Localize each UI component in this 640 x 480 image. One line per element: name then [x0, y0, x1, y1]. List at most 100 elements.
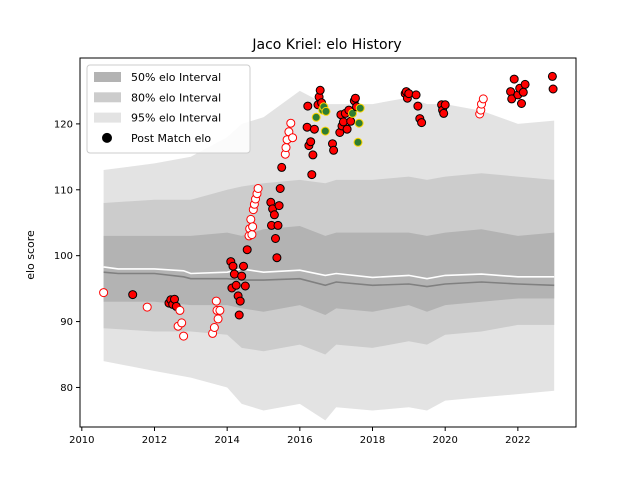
post-match-elo-point: [281, 143, 291, 153]
y-tick-label: 110: [54, 185, 73, 196]
post-match-elo-point: [215, 305, 225, 315]
post-match-elo-point: [237, 271, 247, 281]
post-match-elo-point: [246, 214, 256, 224]
post-match-elo-point: [177, 318, 187, 328]
post-match-elo-point: [128, 290, 138, 300]
x-tick-label: 2012: [142, 435, 167, 446]
y-axis-label: elo score: [24, 230, 37, 280]
x-tick-label: 2014: [214, 435, 239, 446]
post-match-elo-point: [315, 85, 325, 95]
post-match-elo-point: [302, 122, 312, 132]
median-elo-line: [103, 271, 555, 288]
post-match-elo-point: [275, 184, 285, 193]
x-tick-label: 2010: [69, 435, 94, 446]
post-match-elo-point: [507, 94, 517, 104]
post-match-elo-point: [329, 145, 339, 155]
post-match-elo-point: [342, 124, 352, 134]
post-match-elo-point: [277, 162, 287, 172]
post-match-elo-point: [547, 71, 557, 81]
post-match-elo-point: [211, 296, 221, 306]
post-match-elo-point: [478, 94, 488, 104]
post-match-elo-point: [213, 314, 223, 324]
legend-entry-label: 50% elo Interval: [131, 71, 221, 84]
post-match-elo-point: [348, 108, 357, 118]
post-match-elo-point: [239, 261, 248, 271]
legend-entry-label: Post Match elo: [131, 132, 211, 145]
post-match-elo-point: [235, 296, 245, 306]
legend-entry-label: 80% elo Interval: [131, 91, 221, 104]
x-tick-label: 2016: [287, 435, 312, 446]
legend-swatch: [94, 92, 121, 103]
post-match-elo-point: [303, 101, 313, 111]
post-match-elo-point: [170, 294, 179, 304]
post-match-elo-point: [242, 245, 252, 255]
post-match-elo-point: [231, 280, 241, 290]
axes-frame: [79, 57, 577, 428]
y-tick-label: 90: [60, 317, 73, 328]
post-match-elo-point: [548, 84, 558, 94]
post-match-elo-point: [439, 108, 449, 118]
legend-box: [86, 64, 251, 154]
post-match-elo-point: [413, 101, 423, 111]
post-match-elo-point: [440, 100, 450, 110]
post-match-elo-point: [509, 74, 519, 84]
plot-area: [99, 71, 558, 421]
post-match-elo-point: [520, 79, 530, 89]
post-match-elo-point: [288, 133, 298, 143]
post-match-elo-point: [506, 87, 516, 97]
post-match-elo-point: [175, 305, 185, 315]
post-match-elo-point: [355, 103, 365, 113]
mean-elo-line: [103, 266, 555, 280]
post-match-elo-point: [269, 210, 279, 220]
post-match-elo-point: [306, 137, 316, 147]
post-match-elo-point: [179, 331, 189, 341]
y-tick-label: 80: [60, 383, 73, 394]
post-match-elo-point: [253, 184, 263, 193]
post-match-elo-point: [247, 230, 257, 240]
post-match-elo-point: [99, 288, 109, 298]
post-match-elo-point: [338, 117, 348, 127]
legend-entry-label: 95% elo Interval: [131, 112, 221, 125]
post-match-elo-point: [234, 310, 244, 320]
post-match-elo-point: [311, 112, 321, 122]
post-match-elo-point: [272, 253, 282, 263]
post-match-elo-point: [307, 170, 317, 180]
post-match-elo-point: [346, 116, 356, 126]
x-axis-ticks: 2010 2012 2014 2016 2018 2020 2022: [69, 427, 531, 446]
post-match-elo-point: [209, 323, 219, 332]
post-match-elo-point: [240, 281, 250, 291]
legend-swatch: [94, 72, 121, 82]
band-50-interval: [103, 226, 555, 315]
post-match-elo-point: [286, 118, 296, 128]
post-match-elo-point: [274, 201, 284, 211]
post-match-elo-point: [248, 222, 258, 232]
legend-swatch: [94, 112, 121, 123]
post-match-elo-point: [354, 118, 364, 128]
y-axis-ticks: 80 90 100 110 120: [54, 119, 80, 394]
y-tick-label: 120: [54, 119, 73, 130]
post-match-elo-point: [228, 261, 238, 271]
post-match-elo-point: [518, 87, 528, 97]
post-match-elo-point: [321, 106, 331, 116]
post-match-elo-point: [142, 302, 152, 312]
x-tick-label: 2022: [505, 435, 530, 446]
legend: 50% elo Interval 80% elo Interval 95% elo …: [86, 64, 251, 154]
post-match-elo-point: [229, 269, 239, 279]
post-match-elo-point: [517, 99, 526, 108]
chart-title: Jaco Kriel: elo History: [251, 37, 401, 53]
post-match-elo-point: [411, 90, 421, 100]
post-match-elo-point: [353, 137, 363, 147]
post-match-elo-point: [271, 234, 280, 243]
x-tick-label: 2020: [432, 435, 457, 446]
post-match-elo-point: [350, 93, 360, 103]
post-match-elo-point: [320, 126, 330, 136]
y-tick-label: 100: [54, 251, 73, 262]
post-match-elo-point: [417, 118, 427, 128]
post-match-elo-point: [309, 124, 319, 134]
legend-marker: [102, 132, 112, 143]
post-match-elo-point: [273, 220, 283, 230]
post-match-elo-point: [308, 150, 318, 160]
x-tick-label: 2018: [360, 435, 385, 446]
